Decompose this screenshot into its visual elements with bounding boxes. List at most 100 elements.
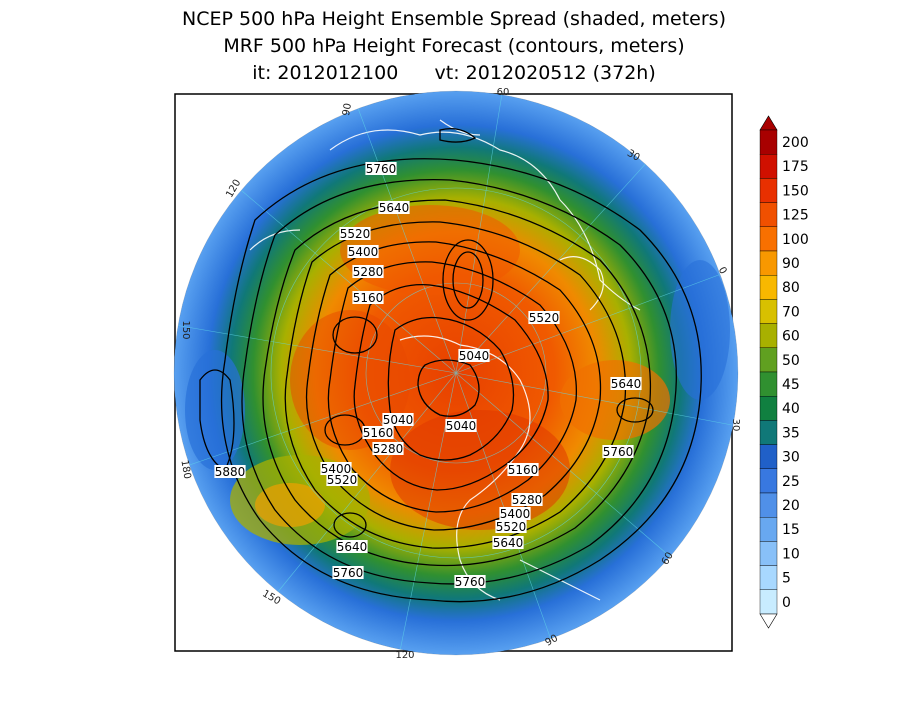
colorbar-label: 20 [782, 498, 800, 514]
contour-label: 5520 [495, 520, 527, 534]
contour-label: 5880 [214, 465, 246, 479]
contour-label: 5520 [326, 473, 358, 487]
colorbar-swatch [759, 226, 778, 252]
svg-text:5160: 5160 [508, 463, 539, 477]
svg-text:5040: 5040 [446, 419, 477, 433]
svg-text:5640: 5640 [337, 540, 368, 554]
colorbar-swatch [759, 178, 778, 203]
contour-label: 5400 [320, 462, 352, 476]
title-line-2: MRF 500 hPa Height Forecast (contours, m… [223, 35, 685, 57]
contour-label: 5760 [602, 445, 634, 459]
contour-label: 5520 [528, 311, 560, 325]
colorbar-swatch [759, 396, 778, 421]
contour-label: 5280 [511, 493, 543, 507]
svg-text:5640: 5640 [493, 536, 524, 550]
colorbar-swatch [759, 492, 778, 518]
graticule [174, 93, 733, 652]
svg-text:5400: 5400 [500, 507, 531, 521]
colorbar-label: 125 [782, 208, 809, 224]
svg-text:5280: 5280 [512, 493, 543, 507]
contour-label: 5280 [352, 265, 384, 279]
colorbar-swatch [759, 589, 778, 615]
colorbar-swatch [759, 565, 778, 590]
colorbar-label: 5 [782, 571, 791, 587]
colorbar: 2001751501251009080706050454035302520151… [759, 115, 809, 629]
contour-label: 5640 [336, 540, 368, 554]
colorbar-top-arrow [759, 115, 778, 131]
svg-text:5280: 5280 [373, 442, 404, 456]
svg-text:5520: 5520 [340, 227, 371, 241]
globe-outline [173, 90, 739, 656]
contour-label: 5160 [352, 291, 384, 305]
svg-text:5160: 5160 [353, 291, 384, 305]
colorbar-label: 60 [782, 329, 800, 345]
spread-blob-west-cool [185, 350, 245, 470]
colorbar-label: 150 [782, 183, 809, 199]
colorbar-label: 100 [782, 232, 809, 248]
colorbar-label: 45 [782, 377, 800, 393]
svg-text:5760: 5760 [366, 162, 397, 176]
contour-label: 5040 [445, 419, 477, 433]
svg-text:5760: 5760 [455, 575, 486, 589]
colorbar-label: 25 [782, 474, 800, 490]
spread-blob-pacific-core [255, 483, 325, 527]
title-line-1: NCEP 500 hPa Height Ensemble Spread (sha… [182, 8, 726, 30]
contour-label: 5400 [347, 245, 379, 259]
colorbar-bottom-arrow [759, 613, 778, 629]
colorbar-label: 175 [782, 159, 809, 175]
colorbar-label: 35 [782, 425, 800, 441]
svg-text:5880: 5880 [215, 465, 246, 479]
colorbar-swatch [759, 323, 778, 349]
spread-blob-asia [290, 310, 410, 450]
colorbar-swatch [759, 420, 778, 445]
colorbar-swatch [759, 541, 778, 566]
colorbar-swatch [759, 275, 778, 300]
colorbar-label: 40 [782, 401, 800, 417]
svg-text:5520: 5520 [496, 520, 527, 534]
contour-label: 5760 [332, 566, 364, 580]
height-contours [199, 127, 702, 603]
spread-blob-america [390, 410, 570, 530]
colorbar-label: 50 [782, 353, 800, 369]
longitude-label: 180 [178, 459, 192, 480]
svg-text:5040: 5040 [383, 413, 414, 427]
colorbar-label: 70 [782, 304, 800, 320]
svg-text:5520: 5520 [529, 311, 560, 325]
spread-blob-atlantic [560, 360, 670, 440]
colorbar-label: 30 [782, 450, 800, 466]
spread-shading [174, 91, 738, 655]
svg-text:5760: 5760 [333, 566, 364, 580]
colorbar-swatch [759, 202, 778, 228]
svg-text:5280: 5280 [353, 265, 384, 279]
svg-text:5640: 5640 [379, 201, 410, 215]
colorbar-swatch [759, 299, 778, 324]
contour-label: 5040 [382, 413, 414, 427]
colorbar-label: 0 [782, 595, 791, 611]
contour-label: 5400 [499, 507, 531, 521]
svg-text:5760: 5760 [603, 445, 634, 459]
longitude-label: 0 [716, 265, 729, 276]
colorbar-swatch [759, 468, 778, 494]
longitude-label: 90 [341, 102, 354, 116]
colorbar-swatch [759, 250, 778, 276]
svg-text:5640: 5640 [611, 377, 642, 391]
colorbar-label: 90 [782, 256, 800, 272]
longitude-label: 60 [497, 87, 510, 98]
svg-text:5160: 5160 [363, 426, 394, 440]
colorbar-swatch [759, 444, 778, 470]
contour-label: 5760 [454, 575, 486, 589]
colorbar-label: 10 [782, 546, 800, 562]
contour-label: 5040 [458, 349, 490, 363]
colorbar-swatch [759, 153, 778, 179]
colorbar-swatch [759, 347, 778, 373]
contour-label: 5640 [378, 201, 410, 215]
svg-text:5400: 5400 [348, 245, 379, 259]
longitude-label: 30 [730, 419, 741, 432]
contour-label: 5160 [362, 426, 394, 440]
colorbar-label: 80 [782, 280, 800, 296]
contour-label: 5280 [372, 442, 404, 456]
colorbar-label: 200 [782, 135, 809, 151]
colorbar-swatch [759, 517, 778, 542]
contour-label: 5520 [339, 227, 371, 241]
